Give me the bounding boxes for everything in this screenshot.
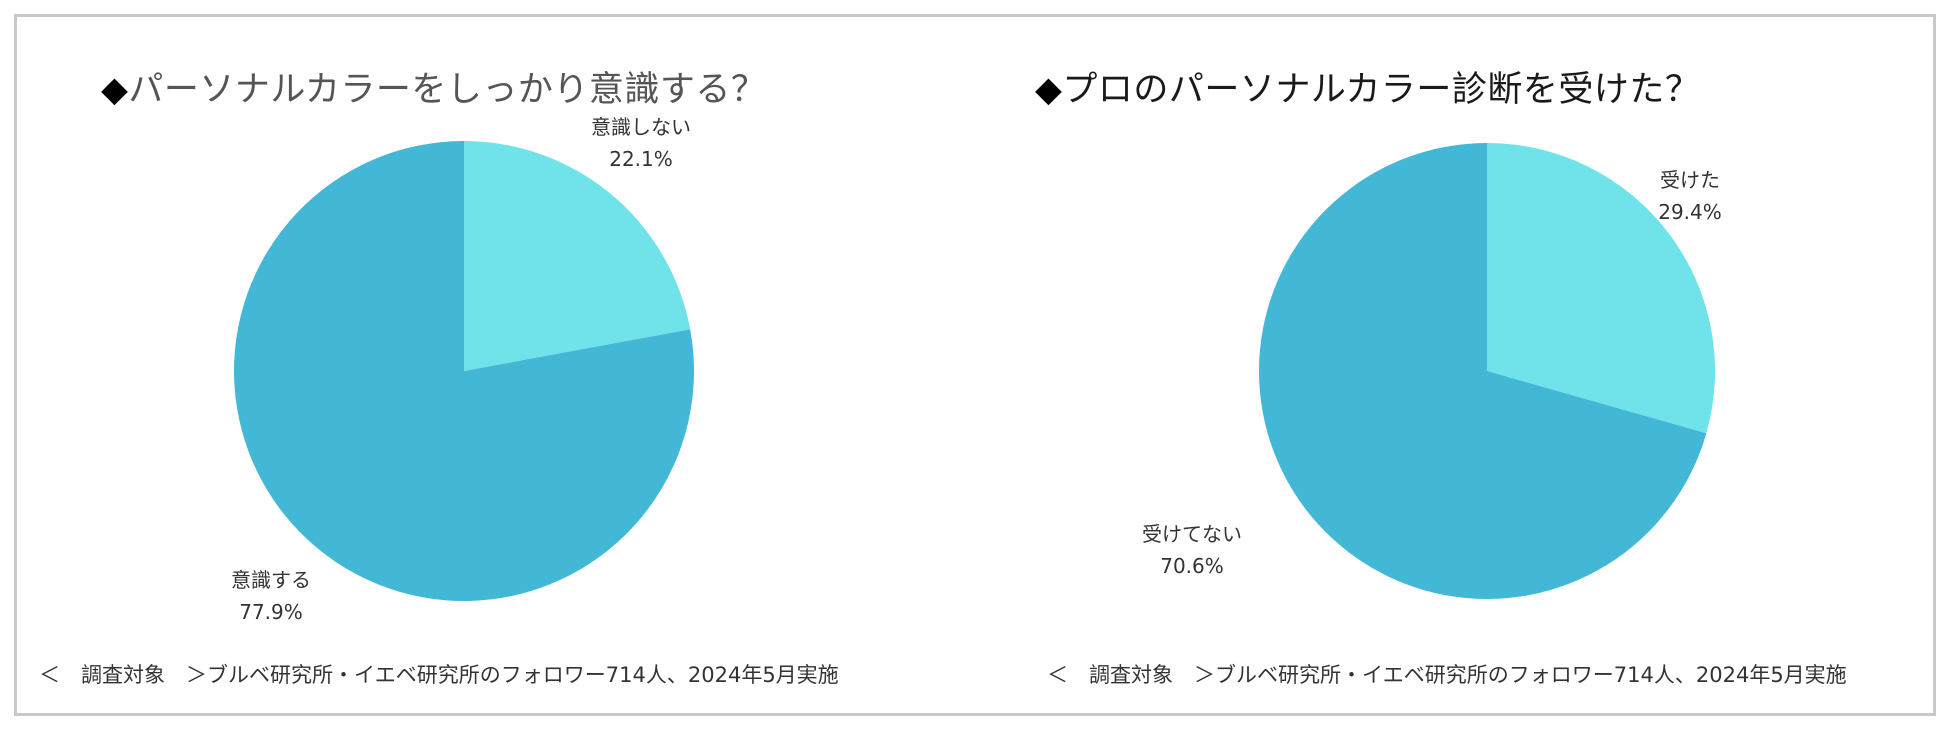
slice-aware-category-label: 意識する [231,568,311,592]
chart-panel-pro-diagnosis: ◆プロのパーソナルカラー診断を受けた？ 受けた 29.4% 受けてない 70.6% ＜… [977,17,1937,717]
slice-aware [233,140,695,601]
title-diamond-marker: ◆ [101,70,129,110]
chart-title-text: プロのパーソナルカラー診断を受けた？ [1062,70,1701,110]
slice-not-aware-value-label: 22.1% [609,147,673,171]
chart-title: ◆パーソナルカラーをしっかり意識する？ [101,61,766,112]
chart-title-text: パーソナルカラーをしっかり意識する？ [128,70,767,110]
slice-not-received [1259,143,1707,599]
survey-footnote: ＜ 調査対象 ＞ブルベ研究所・イエベ研究所のフォロワー714人、2024年5月実… [1047,663,1847,687]
chart-title: ◆プロのパーソナルカラー診断を受けた？ [1035,61,1700,112]
pie-chart-diagnosis: 受けた 29.4% 受けてない 70.6% [1142,143,1722,599]
pie-chart-awareness: 意識しない 22.1% 意識する 77.9% [231,115,695,624]
title-diamond-marker: ◆ [1035,70,1063,110]
figure-frame: ◆パーソナルカラーをしっかり意識する？ 意識しない 22.1% 意識する 77.9% … [14,14,1936,716]
survey-footnote: ＜ 調査対象 ＞ブルベ研究所・イエベ研究所のフォロワー714人、2024年5月実… [39,663,839,687]
slice-not-aware-category-label: 意識しない [591,115,691,139]
slice-not-aware [464,141,691,371]
slice-received-value-label: 29.4% [1658,200,1722,224]
slice-not-received-category-label: 受けてない [1142,522,1242,546]
slice-aware-value-label: 77.9% [239,600,303,624]
slice-received [1487,143,1715,434]
chart-panel-personal-color-awareness: ◆パーソナルカラーをしっかり意識する？ 意識しない 22.1% 意識する 77.9% … [17,17,977,717]
slice-received-category-label: 受けた [1660,168,1720,192]
slice-not-received-value-label: 70.6% [1160,554,1224,578]
